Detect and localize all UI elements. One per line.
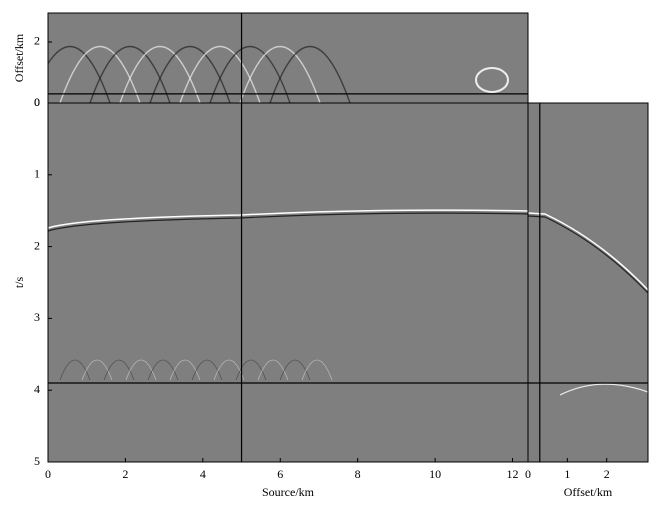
event <box>257 359 289 381</box>
event <box>81 359 113 381</box>
seismic-image <box>48 103 528 462</box>
event <box>179 45 261 103</box>
event <box>209 45 291 103</box>
event <box>528 212 648 291</box>
x-tick-label: 4 <box>200 467 206 481</box>
event <box>125 359 157 381</box>
event <box>59 359 91 381</box>
event <box>279 359 311 381</box>
x-tick-label: 8 <box>355 467 361 481</box>
x-tick-label: 10 <box>429 467 441 481</box>
event <box>269 45 351 103</box>
y-tick-label: 1 <box>34 167 40 181</box>
y-tick-label: 5 <box>34 454 40 468</box>
seismic-image <box>48 13 528 103</box>
event <box>475 67 509 93</box>
event <box>239 45 321 103</box>
y-tick-label: 2 <box>34 238 40 252</box>
y-tick-label: 0 <box>34 95 40 109</box>
x-tick-label: 0 <box>45 467 51 481</box>
x-tick-label: 1 <box>564 467 570 481</box>
y-tick-label: 3 <box>34 310 40 324</box>
panel <box>48 13 528 103</box>
panel <box>48 103 528 462</box>
x-tick-label: 12 <box>507 467 519 481</box>
event <box>48 209 528 229</box>
event <box>59 45 141 103</box>
event <box>48 212 528 232</box>
event <box>191 359 223 381</box>
x-axis-label: Offset/km <box>564 485 613 499</box>
x-axis-label: Source/km <box>262 485 315 499</box>
event <box>48 45 111 103</box>
y-axis-label: t/s <box>12 277 26 289</box>
x-tick-label: 2 <box>604 467 610 481</box>
panel <box>528 103 648 462</box>
seismic-image <box>528 103 648 462</box>
y-tick-label: 4 <box>34 382 40 396</box>
y-axis-label: Offset/km <box>12 33 26 82</box>
event <box>235 359 267 381</box>
y-tick-label: 0 <box>34 95 40 109</box>
event <box>103 359 135 381</box>
event <box>301 359 333 381</box>
event <box>147 359 179 381</box>
event <box>528 215 648 294</box>
event <box>169 359 201 381</box>
y-tick-label: 2 <box>34 34 40 48</box>
x-tick-label: 6 <box>277 467 283 481</box>
x-tick-label: 0 <box>525 467 531 481</box>
event <box>119 45 201 103</box>
event <box>149 45 231 103</box>
event <box>559 383 648 396</box>
event <box>89 45 171 103</box>
frame <box>527 102 649 463</box>
x-tick-label: 2 <box>122 467 128 481</box>
